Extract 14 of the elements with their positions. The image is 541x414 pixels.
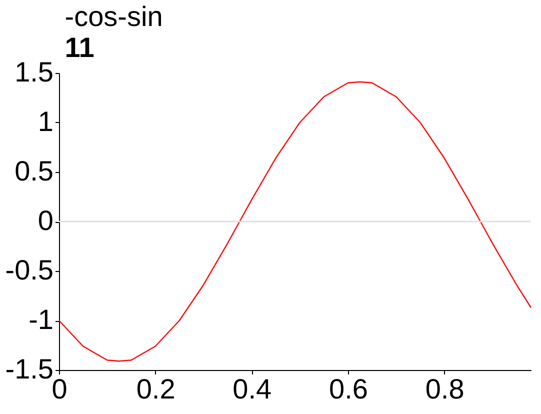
y-tick-label: -1.5 [5,354,54,384]
chart-subtitle: 11 [64,32,94,63]
y-tick-label: 0.5 [14,156,54,186]
y-tick-label: 1 [38,106,54,137]
x-tick-label: 0.4 [232,374,272,404]
x-tick-label: 0.2 [136,374,176,404]
y-tick-label: 1.5 [14,56,54,88]
x-tick-label: 0.6 [329,374,368,404]
x-tick-label: 0.8 [425,374,464,404]
line-series [58,81,532,362]
y-tick-label: 0 [38,205,54,236]
y-tick-label: -0.5 [5,254,54,286]
chart-title: -cos-sin [64,1,163,32]
y-tick-label: -1 [28,304,54,335]
